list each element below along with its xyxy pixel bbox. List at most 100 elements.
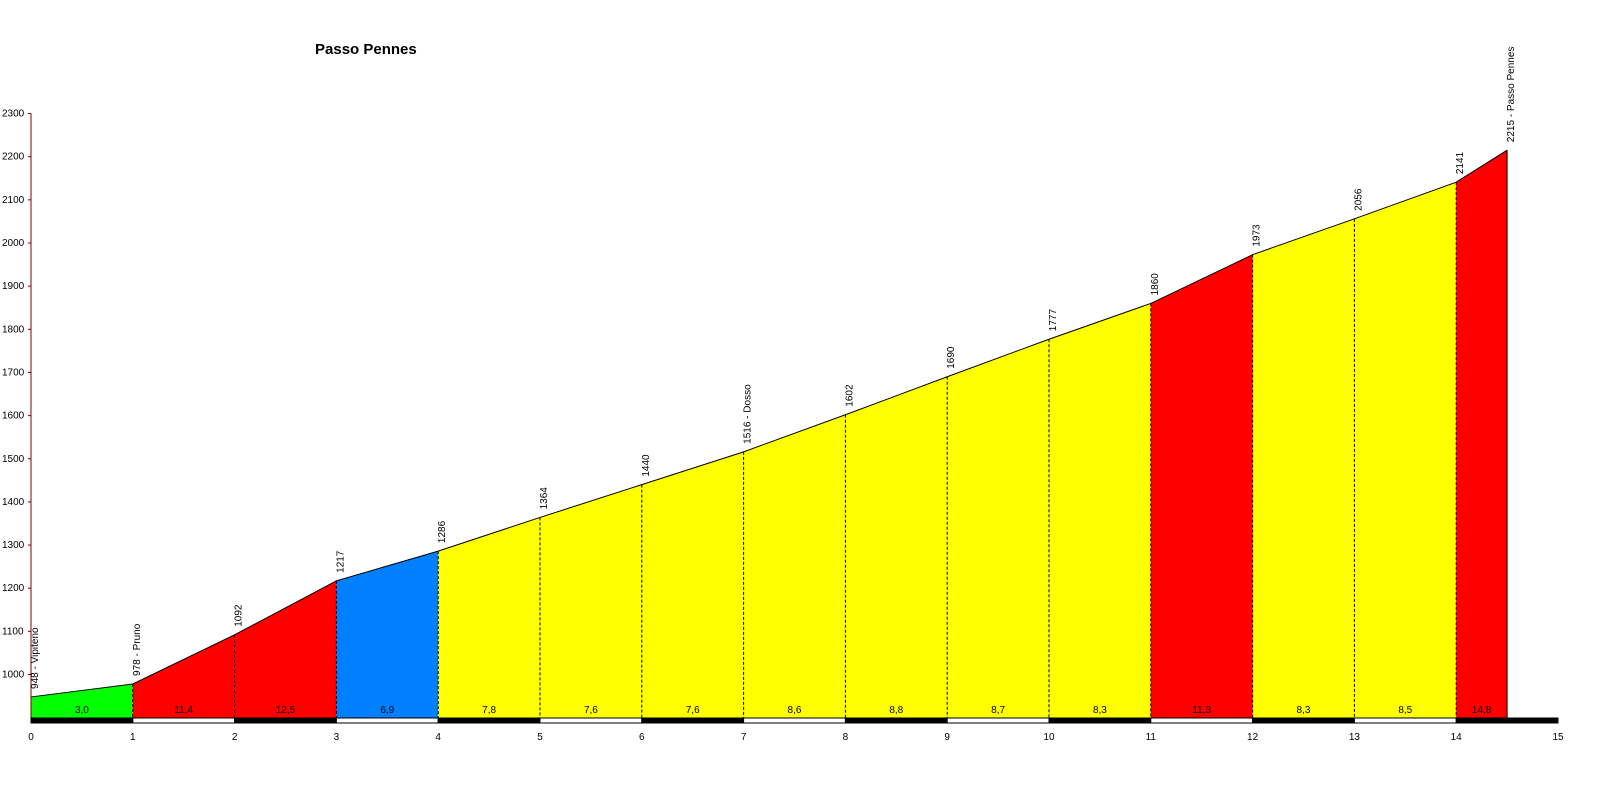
x-axis-ticks: 0 1 2 3 4 5 6 7 8 9 10 11 12 13 14 15 <box>28 732 1564 743</box>
gradient-labels: 3,0 11,4 12,5 6,9 7,8 7,6 7,6 8,6 8,8 8,7 8,3 11,3 8… <box>75 705 1492 716</box>
gradient-label: 8,8 <box>889 705 903 716</box>
y-tick-label: 1600 <box>2 411 25 422</box>
x-tick-label: 13 <box>1349 732 1361 743</box>
altitude-label: 1973 <box>1252 224 1263 247</box>
gradient-label: 11,4 <box>174 705 193 716</box>
scale-bar-block <box>641 717 745 724</box>
x-tick-label: 10 <box>1043 732 1055 743</box>
km-scale-bar <box>30 717 1559 724</box>
altitude-label: 1217 <box>335 550 346 573</box>
scale-bar-block <box>335 717 439 724</box>
gradient-label: 3,0 <box>75 705 89 716</box>
profile-segment <box>1049 303 1151 718</box>
chart-title: Passo Pennes <box>315 41 417 58</box>
gradient-label: 12,5 <box>276 705 296 716</box>
y-tick-label: 2000 <box>2 238 25 249</box>
scale-bar-block <box>1150 717 1254 724</box>
profile-segment <box>1354 182 1457 718</box>
y-tick-label: 1800 <box>2 324 25 335</box>
altitude-labels: 948 - Vipiteno 978 - Pruno 1092 1217 1286 136… <box>30 47 1517 689</box>
profile-segments <box>31 150 1508 719</box>
scale-bar-block <box>132 717 236 724</box>
profile-segment <box>641 451 744 718</box>
profile-segment <box>31 683 133 718</box>
scale-bar-block <box>844 717 948 724</box>
scale-bar-block <box>30 717 134 724</box>
gradient-label: 8,6 <box>788 705 802 716</box>
profile-segment <box>438 517 540 718</box>
profile-segment <box>947 339 1049 718</box>
x-tick-label: 6 <box>639 732 645 743</box>
y-tick-label: 2100 <box>2 195 25 206</box>
x-tick-label: 2 <box>232 732 238 743</box>
y-tick-label: 1100 <box>2 626 24 637</box>
altitude-label: 1440 <box>641 454 652 477</box>
altitude-label: 1364 <box>539 487 550 510</box>
gradient-label: 7,8 <box>482 705 496 716</box>
profile-segment <box>1150 254 1253 718</box>
y-tick-label: 2200 <box>2 152 25 163</box>
profile-line <box>30 149 1508 698</box>
altitude-label: 2141 <box>1455 151 1466 174</box>
x-tick-label: 4 <box>435 732 441 743</box>
scale-bar-block <box>1455 717 1559 724</box>
y-tick-label: 1500 <box>2 454 25 465</box>
altitude-label: 1602 <box>844 384 855 407</box>
y-tick-label: 2300 <box>2 109 25 120</box>
scale-bar-block <box>946 717 1050 724</box>
y-tick-label: 1400 <box>2 497 25 508</box>
x-tick-label: 0 <box>28 732 34 743</box>
y-tick-label: 1000 <box>2 670 25 681</box>
x-tick-label: 5 <box>537 732 543 743</box>
x-tick-label: 3 <box>334 732 340 743</box>
x-tick-label: 14 <box>1451 732 1463 743</box>
profile-segment <box>1456 150 1508 719</box>
profile-outline <box>30 149 1508 718</box>
y-axis-ticks: 1000 1100 1200 1300 1400 1500 1600 1700 1800 1900… <box>2 109 31 681</box>
altitude-label: 2215 - Passo Pennes <box>1506 47 1517 143</box>
x-tick-label: 8 <box>843 732 849 743</box>
altitude-label: 1092 <box>234 604 245 627</box>
profile-segment <box>743 414 846 718</box>
x-tick-label: 1 <box>130 732 136 743</box>
gradient-label: 7,6 <box>686 705 700 716</box>
gradient-label: 14,8 <box>1472 705 1492 716</box>
scale-bar-block <box>1353 717 1457 724</box>
gradient-label: 11,3 <box>1192 705 1211 716</box>
x-tick-label: 11 <box>1146 732 1157 743</box>
scale-bar-block <box>1252 717 1355 724</box>
y-tick-label: 1200 <box>2 583 25 594</box>
profile-segment <box>234 580 337 718</box>
profile-segment <box>132 634 235 718</box>
y-tick-label: 1300 <box>2 540 25 551</box>
scale-bar-block <box>234 717 337 724</box>
y-tick-label: 1700 <box>2 367 25 378</box>
profile-segment <box>845 376 948 718</box>
scale-bar-block <box>743 717 846 724</box>
altitude-label: 1516 - Dosso <box>743 384 754 444</box>
altitude-label: 1690 <box>946 346 957 369</box>
gradient-label: 8,5 <box>1398 705 1412 716</box>
profile-segment <box>540 484 642 718</box>
x-tick-label: 9 <box>944 732 950 743</box>
scale-bar-block <box>1048 717 1152 724</box>
scale-bar-block <box>539 717 643 724</box>
x-tick-label: 7 <box>741 732 747 743</box>
altitude-label: 1286 <box>437 520 448 543</box>
scale-bar-block <box>437 717 541 724</box>
gradient-label: 7,6 <box>584 705 598 716</box>
altitude-label: 948 - Vipiteno <box>30 627 41 689</box>
profile-segment <box>336 551 439 718</box>
y-tick-label: 1900 <box>2 281 25 292</box>
altitude-label: 978 - Pruno <box>132 623 143 676</box>
altitude-label: 2056 <box>1353 188 1364 211</box>
gradient-label: 8,3 <box>1093 705 1107 716</box>
km-dividers <box>132 182 1457 718</box>
x-tick-label: 15 <box>1552 732 1564 743</box>
x-tick-label: 12 <box>1247 732 1259 743</box>
altitude-label: 1860 <box>1150 273 1161 296</box>
altitude-label: 1777 <box>1048 309 1059 332</box>
gradient-label: 6,9 <box>380 705 394 716</box>
gradient-label: 8,3 <box>1297 705 1311 716</box>
